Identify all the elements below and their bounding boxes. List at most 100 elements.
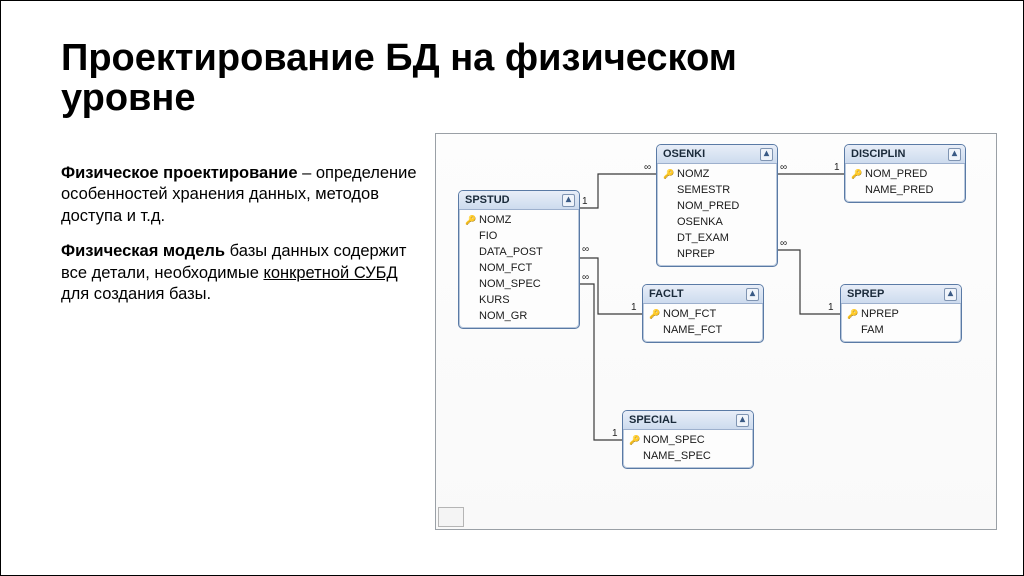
- field-name: NPREP: [677, 248, 715, 260]
- field-name: NOM_GR: [479, 310, 527, 322]
- table-header: SPREP ▴: [841, 285, 961, 304]
- p2-tail: для создания базы.: [61, 285, 211, 303]
- table-header: DISCIPLIN ▴: [845, 145, 965, 164]
- field-name: NAME_SPEC: [643, 450, 711, 462]
- table-sprep: SPREP ▴ 🔑 NPREP FAM: [840, 284, 962, 343]
- table-field: SEMESTR: [659, 182, 775, 198]
- table-body: 🔑 NOM_SPEC NAME_SPEC: [623, 430, 753, 468]
- table-field: NOM_SPEC: [461, 276, 577, 292]
- er-diagram: SPSTUD▴ 🔑 NOMZ FIO DATA_POST NOM_FCT NOM_SPEC K…: [435, 133, 997, 530]
- key-icon: 🔑: [629, 435, 639, 446]
- field-name: KURS: [479, 294, 510, 306]
- table-header: SPECIAL ▴: [623, 411, 753, 430]
- table-spstud: SPSTUD▴ 🔑 NOMZ FIO DATA_POST NOM_FCT NOM_SPEC K…: [458, 190, 580, 329]
- table-special: SPECIAL ▴ 🔑 NOM_SPEC NAME_SPEC: [622, 410, 754, 469]
- p2-underline: конкретной СУБД: [263, 264, 397, 282]
- table-title: SPECIAL: [629, 414, 677, 426]
- key-icon: 🔑: [847, 309, 857, 320]
- field-name: NOM_FCT: [663, 308, 716, 320]
- key-icon: 🔑: [851, 169, 861, 180]
- table-header: SPSTUD▴: [459, 191, 579, 210]
- key-icon: 🔑: [465, 215, 475, 226]
- table-field: KURS: [461, 292, 577, 308]
- field-name: NOM_PRED: [865, 168, 927, 180]
- table-field: NPREP: [659, 246, 775, 262]
- table-field: NAME_SPEC: [625, 448, 751, 464]
- field-name: NPREP: [861, 308, 899, 320]
- slide: Проектирование БД на физическом уровне Ф…: [0, 0, 1024, 576]
- table-field: 🔑 NPREP: [843, 306, 959, 322]
- field-name: DATA_POST: [479, 246, 543, 258]
- cardinality-to: ∞: [644, 162, 651, 173]
- page-title: Проектирование БД на физическом уровне: [61, 39, 963, 119]
- table-disciplin: DISCIPLIN ▴ 🔑 NOM_PRED NAME_PRED: [844, 144, 966, 203]
- key-icon: 🔑: [663, 169, 673, 180]
- p2-lead: Физическая модель: [61, 242, 225, 260]
- p1-lead: Физическое проектирование: [61, 164, 298, 182]
- title-line1: Проектирование БД на физическом: [61, 37, 737, 79]
- expand-icon[interactable]: ▴: [944, 288, 957, 301]
- table-title: DISCIPLIN: [851, 148, 905, 160]
- cardinality-from: ∞: [582, 272, 589, 283]
- field-name: NOMZ: [479, 214, 511, 226]
- ghost-control: [438, 507, 464, 527]
- text-column: Физическое проектирование – определение …: [61, 163, 421, 320]
- table-title: SPREP: [847, 288, 884, 300]
- expand-icon[interactable]: ▴: [760, 148, 773, 161]
- expand-icon[interactable]: ▴: [948, 148, 961, 161]
- table-header: OSENKI ▴: [657, 145, 777, 164]
- table-field: 🔑 NOM_SPEC: [625, 432, 751, 448]
- paragraph-1: Физическое проектирование – определение …: [61, 163, 421, 227]
- field-name: DT_EXAM: [677, 232, 729, 244]
- table-header: FACLT ▴: [643, 285, 763, 304]
- table-body: 🔑 NPREP FAM: [841, 304, 961, 342]
- cardinality-from: ∞: [582, 244, 589, 255]
- table-field: NOM_PRED: [659, 198, 775, 214]
- field-name: NOM_FCT: [479, 262, 532, 274]
- field-name: NAME_FCT: [663, 324, 722, 336]
- table-body: 🔑 NOM_FCT NAME_FCT: [643, 304, 763, 342]
- cardinality-to: 1: [834, 162, 840, 173]
- cardinality-from: ∞: [780, 238, 787, 249]
- table-osenki: OSENKI ▴ 🔑 NOMZ SEMESTR NOM_PRED OSENKA DT_EXAM…: [656, 144, 778, 267]
- expand-icon[interactable]: ▴: [746, 288, 759, 301]
- field-name: NAME_PRED: [865, 184, 933, 196]
- table-title: FACLT: [649, 288, 684, 300]
- paragraph-2: Физическая модель базы данных содержит в…: [61, 241, 421, 305]
- table-field: 🔑 NOMZ: [659, 166, 775, 182]
- cardinality-from: 1: [582, 196, 588, 207]
- expand-icon[interactable]: ▴: [736, 414, 749, 427]
- cardinality-from: ∞: [780, 162, 787, 173]
- field-name: FAM: [861, 324, 884, 336]
- cardinality-to: 1: [828, 302, 834, 313]
- table-field: NOM_GR: [461, 308, 577, 324]
- field-name: NOMZ: [677, 168, 709, 180]
- table-field: DATA_POST: [461, 244, 577, 260]
- field-name: OSENKA: [677, 216, 723, 228]
- field-name: NOM_PRED: [677, 200, 739, 212]
- table-body: 🔑 NOMZ FIO DATA_POST NOM_FCT NOM_SPEC KURS NOM_…: [459, 210, 579, 328]
- key-icon: 🔑: [649, 309, 659, 320]
- expand-icon[interactable]: ▴: [562, 194, 575, 207]
- field-name: SEMESTR: [677, 184, 730, 196]
- table-field: DT_EXAM: [659, 230, 775, 246]
- table-faclt: FACLT ▴ 🔑 NOM_FCT NAME_FCT: [642, 284, 764, 343]
- field-name: NOM_SPEC: [643, 434, 705, 446]
- cardinality-to: 1: [631, 302, 637, 313]
- table-field: NAME_FCT: [645, 322, 761, 338]
- table-field: FIO: [461, 228, 577, 244]
- table-field: NOM_FCT: [461, 260, 577, 276]
- table-field: OSENKA: [659, 214, 775, 230]
- table-field: 🔑 NOM_FCT: [645, 306, 761, 322]
- table-body: 🔑 NOMZ SEMESTR NOM_PRED OSENKA DT_EXAM NPREP: [657, 164, 777, 266]
- table-field: FAM: [843, 322, 959, 338]
- field-name: FIO: [479, 230, 497, 242]
- table-field: 🔑 NOM_PRED: [847, 166, 963, 182]
- table-field: NAME_PRED: [847, 182, 963, 198]
- table-title: OSENKI: [663, 148, 705, 160]
- title-line2: уровне: [61, 77, 196, 119]
- field-name: NOM_SPEC: [479, 278, 541, 290]
- table-body: 🔑 NOM_PRED NAME_PRED: [845, 164, 965, 202]
- table-field: 🔑 NOMZ: [461, 212, 577, 228]
- cardinality-to: 1: [612, 428, 618, 439]
